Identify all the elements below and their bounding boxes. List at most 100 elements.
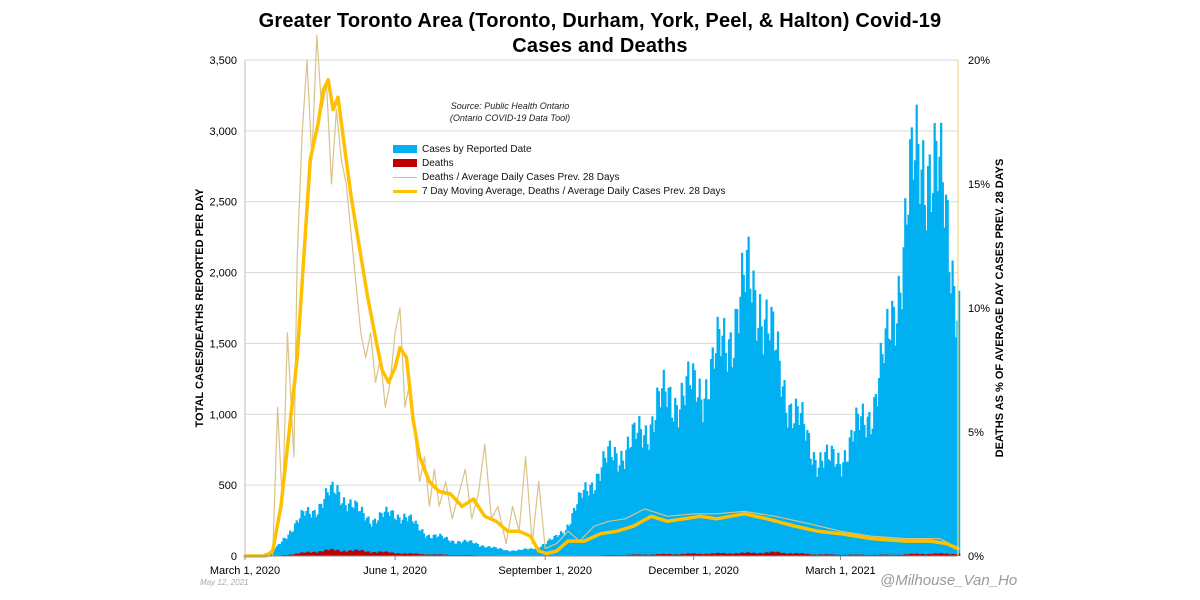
case-bar <box>313 510 316 556</box>
death-bar <box>708 554 711 556</box>
death-bar <box>313 551 316 556</box>
legend-label-cases: Cases by Reported Date <box>422 143 532 155</box>
y2-tick-label: 5% <box>968 427 984 439</box>
case-bar <box>692 363 695 556</box>
case-bar <box>342 497 346 556</box>
death-bar <box>747 552 750 556</box>
death-bar <box>631 554 634 556</box>
death-bar <box>434 554 437 556</box>
case-bar <box>804 440 807 556</box>
case-bar <box>633 422 636 556</box>
death-bar <box>336 549 339 556</box>
case-bar <box>866 416 869 556</box>
case-bar <box>675 405 678 556</box>
case-bar <box>948 272 951 556</box>
case-bar <box>860 416 863 556</box>
case-bar <box>814 459 817 556</box>
case-bar <box>514 551 517 556</box>
case-bar <box>938 156 941 556</box>
case-bar <box>646 444 649 556</box>
case-bar <box>900 309 904 556</box>
case-bar <box>375 523 378 556</box>
death-bar <box>370 553 373 556</box>
death-bar <box>311 551 315 556</box>
death-bar <box>408 553 411 556</box>
case-bar <box>868 411 871 556</box>
case-bar <box>816 477 819 556</box>
death-bar <box>905 554 909 556</box>
death-bar <box>292 554 295 556</box>
death-bar <box>755 553 758 556</box>
death-bar <box>948 554 951 556</box>
death-bar <box>644 554 647 556</box>
death-bar <box>351 551 354 556</box>
case-bar <box>732 357 736 556</box>
legend-swatch-ratio <box>393 176 417 178</box>
death-bar <box>652 554 656 556</box>
legend-item-cases: Cases by Reported Date <box>393 142 726 156</box>
death-bar <box>785 553 788 556</box>
death-bar <box>429 554 432 556</box>
death-bar <box>377 552 380 556</box>
case-bar <box>465 541 468 556</box>
death-bar <box>958 553 961 556</box>
case-bar <box>524 548 527 556</box>
death-bar <box>634 554 638 556</box>
death-bar <box>685 553 688 556</box>
case-bar <box>556 537 559 556</box>
case-bar <box>290 532 293 556</box>
cases-bars <box>246 104 961 557</box>
case-bar <box>458 541 461 556</box>
case-bar <box>718 329 721 556</box>
case-bar <box>406 521 409 556</box>
case-bar <box>698 378 701 556</box>
case-bar <box>311 510 315 556</box>
death-bar <box>659 554 662 556</box>
case-bar <box>783 380 786 556</box>
case-bar <box>543 544 546 556</box>
case-bar <box>752 270 755 556</box>
case-bar <box>793 423 796 556</box>
case-bar <box>791 428 794 556</box>
legend-label-ratio-avg: 7 Day Moving Average, Deaths / Average D… <box>422 185 726 197</box>
case-bar <box>931 193 935 556</box>
death-bar <box>308 552 311 556</box>
death-bar <box>754 552 757 556</box>
case-bar <box>318 503 321 556</box>
death-bar <box>342 550 346 556</box>
case-bar <box>517 549 520 556</box>
death-bar <box>819 554 822 556</box>
case-bar <box>427 534 430 556</box>
case-bar <box>744 292 747 556</box>
death-bar <box>354 549 357 556</box>
death-bar <box>701 554 705 556</box>
case-bar <box>652 432 656 556</box>
case-bar <box>719 356 723 556</box>
legend-swatch-cases <box>393 145 417 153</box>
death-bar <box>745 552 749 556</box>
case-bar <box>920 169 923 556</box>
death-bar <box>889 554 892 556</box>
case-bar <box>865 437 868 556</box>
case-bar <box>925 230 928 556</box>
death-bar <box>884 554 887 556</box>
case-bar <box>607 446 610 556</box>
y2-tick-label: 10% <box>968 303 990 315</box>
case-bar <box>745 249 749 556</box>
y-tick-label: 2,000 <box>209 268 237 280</box>
case-bar <box>277 543 280 556</box>
case-bar <box>838 464 842 556</box>
case-bar <box>559 531 563 556</box>
death-bar <box>767 552 770 556</box>
case-bar <box>432 534 435 556</box>
case-bar <box>896 323 899 556</box>
case-bar <box>367 516 370 556</box>
case-bar <box>832 449 835 556</box>
death-bar <box>670 554 674 556</box>
case-bar <box>683 405 687 556</box>
case-bar <box>693 370 696 556</box>
case-bar <box>280 541 284 556</box>
death-bar <box>855 554 858 556</box>
death-bar <box>742 552 745 556</box>
case-bar <box>440 535 444 556</box>
